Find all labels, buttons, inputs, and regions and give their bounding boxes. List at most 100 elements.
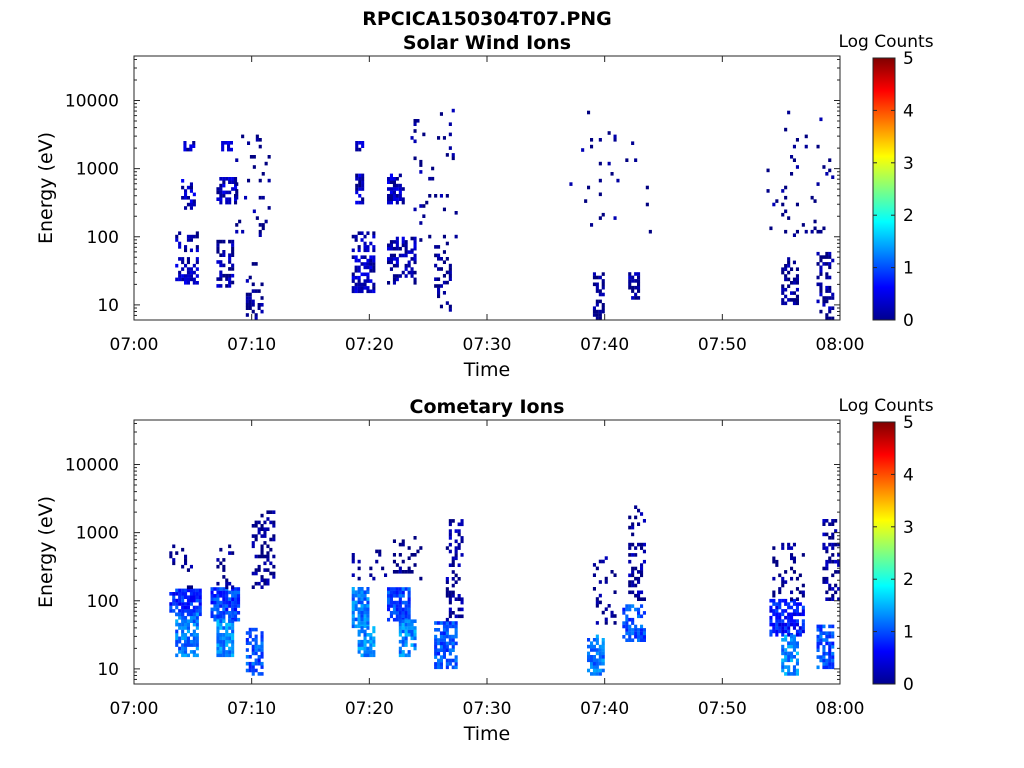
heatmap-cell — [228, 260, 232, 264]
heatmap-cell — [169, 602, 173, 606]
heatmap-cell — [258, 144, 262, 149]
heatmap-cell — [248, 275, 252, 280]
heatmap-cell — [822, 522, 826, 526]
heatmap-cell — [831, 593, 835, 598]
heatmap-cell — [778, 602, 782, 606]
heatmap-cell — [792, 301, 796, 306]
heatmap-cell — [181, 636, 185, 641]
heatmap-cell — [363, 650, 367, 654]
heatmap-cell — [448, 308, 452, 312]
heatmap-cell — [610, 172, 614, 176]
heatmap-cell — [413, 240, 417, 244]
heatmap-cell — [224, 141, 228, 145]
heatmap-cell — [631, 580, 635, 584]
heatmap-cell — [189, 564, 193, 569]
heatmap-cell — [410, 553, 414, 557]
heatmap-cell — [255, 134, 259, 139]
heatmap-cell — [387, 243, 391, 248]
heatmap-cell — [195, 595, 199, 599]
heatmap-cell — [401, 200, 405, 205]
heatmap-cell — [231, 187, 235, 191]
heatmap-cell — [181, 612, 185, 617]
heatmap-cell — [361, 141, 365, 145]
heatmap-cell — [222, 614, 226, 619]
heatmap-cell — [189, 639, 193, 644]
heatmap-cell — [437, 257, 441, 261]
heatmap-cell — [395, 197, 399, 201]
heatmap-cell — [186, 598, 190, 603]
heatmap-cell — [228, 200, 232, 205]
heatmap-cell — [231, 585, 235, 589]
heatmap-cell — [178, 270, 182, 275]
heatmap-cell — [366, 614, 370, 618]
heatmap-cell — [604, 607, 608, 611]
heatmap-cell — [790, 267, 794, 271]
heatmap-cell — [357, 275, 361, 280]
heatmap-cell — [366, 607, 370, 611]
heatmap-cell — [451, 645, 455, 649]
heatmap-cell — [625, 638, 629, 642]
heatmap-cell — [222, 643, 226, 647]
heatmap-cell — [354, 600, 358, 605]
heatmap-cell — [192, 202, 196, 207]
panel-title: Solar Wind Ions — [403, 32, 571, 54]
heatmap-cell — [828, 648, 832, 652]
heatmap-cell — [260, 634, 264, 639]
heatmap-cell — [831, 634, 835, 639]
heatmap-cell — [189, 199, 193, 203]
heatmap-cell — [351, 614, 355, 618]
heatmap-cell — [598, 658, 602, 663]
heatmap-cell — [216, 239, 220, 244]
heatmap-cell — [351, 556, 355, 560]
heatmap-cell — [357, 279, 361, 283]
heatmap-cell — [831, 651, 835, 656]
heatmap-cell — [225, 597, 229, 601]
heatmap-cell — [387, 604, 391, 608]
heatmap-cell — [810, 195, 814, 200]
heatmap-cell — [398, 566, 402, 571]
heatmap-cell — [795, 622, 799, 627]
y-tick-label: 10000 — [65, 456, 119, 476]
heatmap-cell — [634, 631, 638, 636]
heatmap-cell — [634, 546, 638, 550]
heatmap-cell — [181, 179, 185, 183]
heatmap-cell — [637, 542, 641, 547]
heatmap-cell — [822, 226, 826, 231]
heatmap-cell — [254, 524, 258, 528]
heatmap-cell — [222, 646, 226, 651]
heatmap-cell — [598, 580, 602, 584]
heatmap-cell — [358, 173, 362, 178]
heatmap-cell — [219, 622, 223, 627]
heatmap-cell — [389, 194, 393, 198]
heatmap-cell — [601, 303, 605, 307]
heatmap-cell — [790, 597, 794, 601]
heatmap-cell — [787, 619, 791, 623]
heatmap-cell — [398, 590, 402, 595]
heatmap-cell — [819, 631, 823, 635]
heatmap-cell — [592, 587, 596, 591]
heatmap-cell — [460, 522, 464, 527]
heatmap-cell — [258, 195, 262, 200]
heatmap-cell — [366, 590, 370, 594]
heatmap-cell — [822, 262, 826, 266]
heatmap-cell — [781, 267, 785, 271]
heatmap-cell — [448, 658, 452, 663]
heatmap-cell — [828, 275, 832, 280]
heatmap-cell — [828, 158, 832, 162]
heatmap-cell — [831, 631, 835, 635]
heatmap-cell — [784, 570, 788, 574]
heatmap-cell — [175, 653, 179, 658]
heatmap-cell — [628, 275, 632, 280]
heatmap-cell — [219, 177, 223, 181]
heatmap-cell — [460, 539, 464, 544]
heatmap-cell — [828, 655, 832, 659]
heatmap-cell — [225, 578, 229, 583]
heatmap-cell — [257, 568, 261, 572]
heatmap-cell — [192, 619, 196, 623]
heatmap-cell — [357, 269, 361, 273]
heatmap-cell — [457, 542, 461, 547]
heatmap-cell — [787, 668, 791, 673]
heatmap-cell — [181, 653, 185, 658]
heatmap-cell — [601, 644, 605, 649]
heatmap-cell — [795, 661, 799, 666]
